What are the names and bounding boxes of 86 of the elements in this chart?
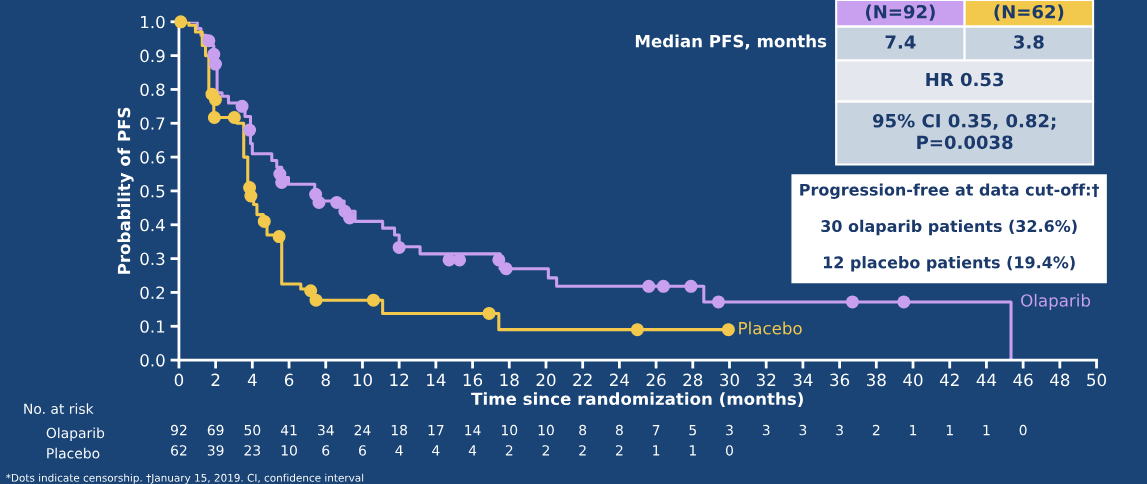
text: 62 39 23 10 6 6 4 4 4 2 2 2 2 1 1 0	[171, 445, 733, 456]
x-tick-label: 20	[536, 373, 556, 387]
point	[630, 323, 644, 337]
annotation: 3.8	[1014, 35, 1044, 49]
y-tick-label: 0.9	[140, 49, 165, 63]
x-tick-label: 50	[1087, 373, 1107, 387]
x-tick-label: 42	[939, 373, 959, 386]
y-axis-title: Probability of PFS	[117, 107, 134, 274]
y-tick-label: 0.3	[140, 252, 165, 266]
x-tick-label: 40	[903, 373, 923, 387]
x-tick-label: 14	[427, 373, 446, 386]
x-tick-label: 30	[720, 373, 739, 387]
text: *Dots indicate censorship. †January 15, 2019. CI, confidence interval	[6, 473, 364, 484]
text: (N=62)	[994, 4, 1064, 21]
point	[208, 57, 222, 71]
annotation: 12 placebo patients (19.4%)	[823, 256, 1075, 272]
point	[642, 279, 656, 293]
x-tick-label: 28	[683, 373, 703, 387]
point	[453, 253, 467, 267]
x-tick-label: 10	[353, 373, 372, 387]
annotation: 95% CI 0.35, 0.82; P=0.0038	[872, 113, 1056, 150]
y-tick-label: 0.2	[140, 286, 165, 299]
text: (N=92)	[866, 4, 935, 21]
text: 92 69 50 41 34 24 18 17 14 10 10 8 8 7 5 3 3 3 3 2 1 1 1 0	[170, 424, 1027, 436]
point	[656, 279, 670, 293]
y-tick-label: 0.1	[140, 320, 165, 333]
x-tick-label: 18	[500, 373, 519, 387]
point	[174, 15, 188, 29]
annotation: Progression-free at data cut-off:†	[800, 183, 1100, 199]
point	[243, 123, 257, 137]
point	[208, 93, 222, 107]
x-tick-label: 46	[1013, 373, 1033, 387]
x-tick-label: 32	[756, 373, 776, 387]
point	[207, 111, 221, 125]
point	[392, 240, 406, 254]
y-tick-label: 0.8	[140, 83, 165, 97]
y-tick-label: 0.7	[140, 117, 165, 130]
x-tick-label: 38	[866, 373, 886, 387]
x-tick-label: 24	[610, 373, 630, 386]
point	[235, 99, 249, 113]
y-tick-label: 0.5	[140, 184, 165, 198]
annotation: HR 0.53	[926, 72, 1004, 87]
point	[244, 189, 258, 203]
y-tick-label: 1.0	[141, 15, 165, 29]
point	[366, 293, 380, 307]
x-tick-label: 4	[247, 373, 257, 386]
annotation: 7.4	[885, 35, 916, 49]
point	[897, 295, 911, 309]
point	[482, 306, 496, 320]
annotation: 30 olaparib patients (32.6%)	[821, 219, 1077, 236]
text: Placebo	[47, 447, 100, 459]
point	[272, 230, 286, 244]
series-label: Olaparib	[1021, 293, 1091, 310]
y-tick-label: 0.4	[140, 218, 165, 232]
x-tick-label: 0	[174, 373, 184, 387]
x-tick-label: 8	[321, 373, 330, 387]
x-tick-label: 22	[573, 373, 592, 386]
x-tick-label: 16	[463, 373, 483, 387]
series-label: Placebo	[739, 321, 802, 335]
point	[492, 253, 506, 267]
point	[711, 295, 725, 309]
y-tick-label: 0.0	[140, 354, 165, 367]
annotation: Median PFS, months	[635, 34, 827, 50]
x-tick-label: 6	[284, 373, 294, 387]
point	[257, 214, 271, 228]
y-tick-label: 0.6	[140, 151, 165, 164]
x-tick-label: 2	[211, 373, 220, 386]
point	[684, 279, 698, 293]
point	[499, 262, 513, 276]
point	[202, 34, 216, 48]
x-tick-label: 34	[793, 373, 813, 387]
x-tick-label: 48	[1050, 373, 1070, 387]
x-tick-label: 26	[646, 373, 666, 387]
point	[845, 295, 859, 309]
text: No. at risk	[24, 403, 94, 415]
point	[304, 284, 318, 298]
x-tick-label: 44	[976, 373, 997, 386]
text: Olaparib	[46, 427, 105, 441]
point	[312, 195, 326, 209]
x-axis-title: Time since randomization (months)	[471, 392, 803, 408]
point	[309, 293, 323, 307]
x-tick-label: 36	[830, 373, 850, 387]
point	[721, 323, 735, 337]
x-tick-label: 12	[390, 373, 409, 386]
point	[330, 195, 344, 209]
point	[227, 111, 241, 125]
